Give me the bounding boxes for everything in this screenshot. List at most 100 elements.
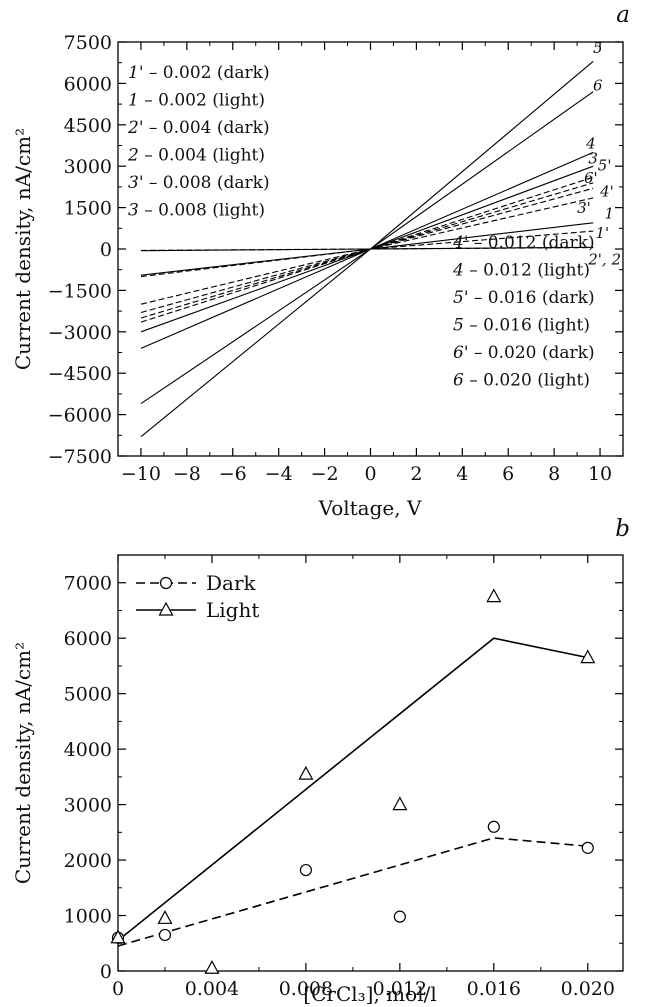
chart-b: b 0 0.004 0.008 0.012 0.016 0.020 0 1000 2000 300… <box>11 516 630 1006</box>
legend-curve-id: 1 <box>128 91 139 111</box>
y-tick-label-a: 1500 <box>64 198 112 220</box>
series-group-a <box>140 60 594 438</box>
x-tick-label-a: 10 <box>588 463 612 485</box>
x-tick-label-a: 2 <box>410 463 422 485</box>
y-tick-label-b: 6000 <box>64 628 112 650</box>
legend-left-a: 1' – 0.002 (dark)1 – 0.002 (light)2' – 0… <box>127 63 270 221</box>
curve-label: 1 <box>604 205 614 223</box>
legend-entry: 2' – 0.004 (dark) <box>127 118 270 138</box>
series-line-5p <box>140 176 594 323</box>
legend-entry: 1' – 0.002 (dark) <box>128 63 270 83</box>
legend-curve-id: 4 <box>452 261 464 281</box>
y-tick-label-b: 4000 <box>64 739 112 761</box>
y-tick-label-a: 7500 <box>64 32 112 54</box>
legend-marker-light <box>158 601 174 616</box>
y-tick-label-a: −6000 <box>48 405 112 427</box>
legend-description: – 0.002 (dark) <box>144 63 270 83</box>
data-point-light <box>392 796 408 811</box>
curve-label: 6' <box>584 169 598 187</box>
y-axis-label-b: Current density, nA/cm² <box>11 642 35 884</box>
y-tick-label-a: 4500 <box>64 115 112 137</box>
y-tick-label-b: 7000 <box>64 573 112 595</box>
chart-a: a −10 −8 −6 −4 −2 0 2 4 6 8 10−7500−6000−4500−3000… <box>11 2 630 520</box>
x-axis-label-b: [CrCl₃], mol/l <box>303 982 436 1006</box>
legend-description: – 0.020 (light) <box>464 371 590 391</box>
curve-label: 3 <box>588 149 598 167</box>
legend-entry: 2 – 0.004 (light) <box>127 146 265 166</box>
y-tick-label-a: 3000 <box>64 156 112 178</box>
legend-description: – 0.016 (dark) <box>469 288 595 308</box>
data-point-light <box>580 649 596 664</box>
x-tick-label-a: 8 <box>548 463 560 485</box>
curve-label: 2', 2 <box>587 250 621 268</box>
legend-curve-id: 2 <box>127 146 139 166</box>
curve-label: 4' <box>599 183 614 201</box>
panel-b-label: b <box>615 516 630 542</box>
curve-label: 4 <box>585 134 596 152</box>
legend-entry: 1 – 0.002 (light) <box>128 91 265 111</box>
data-point-light <box>110 929 126 944</box>
series-line-1p <box>140 230 594 278</box>
legend-description: – 0.002 (light) <box>139 91 265 111</box>
y-tick-label-b: 5000 <box>64 684 112 706</box>
curve-label: 6 <box>593 76 603 94</box>
x-tick-label-b: 0 <box>112 978 124 1000</box>
data-point-light <box>204 959 220 974</box>
legend-curve-id: 3 <box>128 201 139 221</box>
legend-description: – 0.012 (dark) <box>469 233 595 253</box>
legend-curve-id: 2' <box>127 118 144 138</box>
y-tick-label-b: 1000 <box>64 906 112 928</box>
legend-description: – 0.020 (dark) <box>469 343 595 363</box>
x-tick-label-a: 6 <box>502 463 514 485</box>
legend-label-light: Light <box>206 598 259 622</box>
y-tick-label-a: −4500 <box>48 363 112 385</box>
legend-description: – 0.008 (light) <box>139 201 265 221</box>
data-point-dark <box>299 863 313 877</box>
y-axis-label-a: Current density, nA/cm² <box>11 128 35 370</box>
legend-description: – 0.016 (light) <box>464 316 590 336</box>
x-tick-label-b: 0.016 <box>467 978 521 1000</box>
panel-a-label: a <box>616 2 630 28</box>
data-point-light <box>157 910 173 924</box>
legend-b: Dark Light <box>136 571 259 622</box>
legend-entry: 3' – 0.008 (dark) <box>128 173 270 193</box>
plot-frame-b <box>117 554 624 972</box>
x-tick-label-b: 0.008 <box>279 978 333 1000</box>
y-tick-label-a: 0 <box>100 239 112 261</box>
legend-curve-id: 4' <box>452 233 469 253</box>
fit-line-light <box>117 637 588 942</box>
legend-curve-id: 6' <box>453 343 469 363</box>
data-point-light <box>298 765 314 780</box>
x-tick-label-a: −2 <box>311 463 339 485</box>
data-point-dark <box>158 928 172 942</box>
fit-lines-b <box>117 637 588 947</box>
legend-entry: 4 – 0.012 (light) <box>452 261 590 281</box>
legend-curve-id: 1' <box>128 63 144 83</box>
data-point-dark <box>581 841 594 854</box>
legend-curve-id: 5' <box>453 288 469 308</box>
x-tick-label-b: 0.004 <box>185 978 239 1000</box>
legend-entry: 4' – 0.012 (dark) <box>452 233 595 253</box>
data-point-light <box>486 588 502 603</box>
y-tick-label-b: 3000 <box>64 795 112 817</box>
data-point-dark <box>487 820 500 833</box>
legend-curve-id: 5 <box>453 316 464 336</box>
legend-right-a: 4' – 0.012 (dark)4 – 0.012 (light)5' – 0… <box>452 233 595 391</box>
legend-entry: 5' – 0.016 (dark) <box>453 288 595 308</box>
x-tick-label-a: −6 <box>219 463 247 485</box>
data-points-b <box>110 588 596 974</box>
legend-description: – 0.004 (light) <box>139 146 265 166</box>
x-tick-label-a: 0 <box>364 463 376 485</box>
y-tick-label-a: 6000 <box>64 73 112 95</box>
legend-entry: 6 – 0.020 (light) <box>453 371 590 391</box>
legend-curve-id: 3' <box>128 173 144 193</box>
y-tick-label-b: 0 <box>100 961 112 983</box>
legend-entry: 3 – 0.008 (light) <box>128 201 265 221</box>
y-tick-label-b: 2000 <box>64 850 112 872</box>
x-tick-label-a: −8 <box>173 463 201 485</box>
y-tick-label-a: −7500 <box>48 446 112 468</box>
legend-description: – 0.012 (light) <box>464 261 590 281</box>
axis-ticks-b: 0 0.004 0.008 0.012 0.016 0.020 0 1000 2000 3000 4… <box>64 554 623 1000</box>
legend-curve-id: 6 <box>453 371 464 391</box>
